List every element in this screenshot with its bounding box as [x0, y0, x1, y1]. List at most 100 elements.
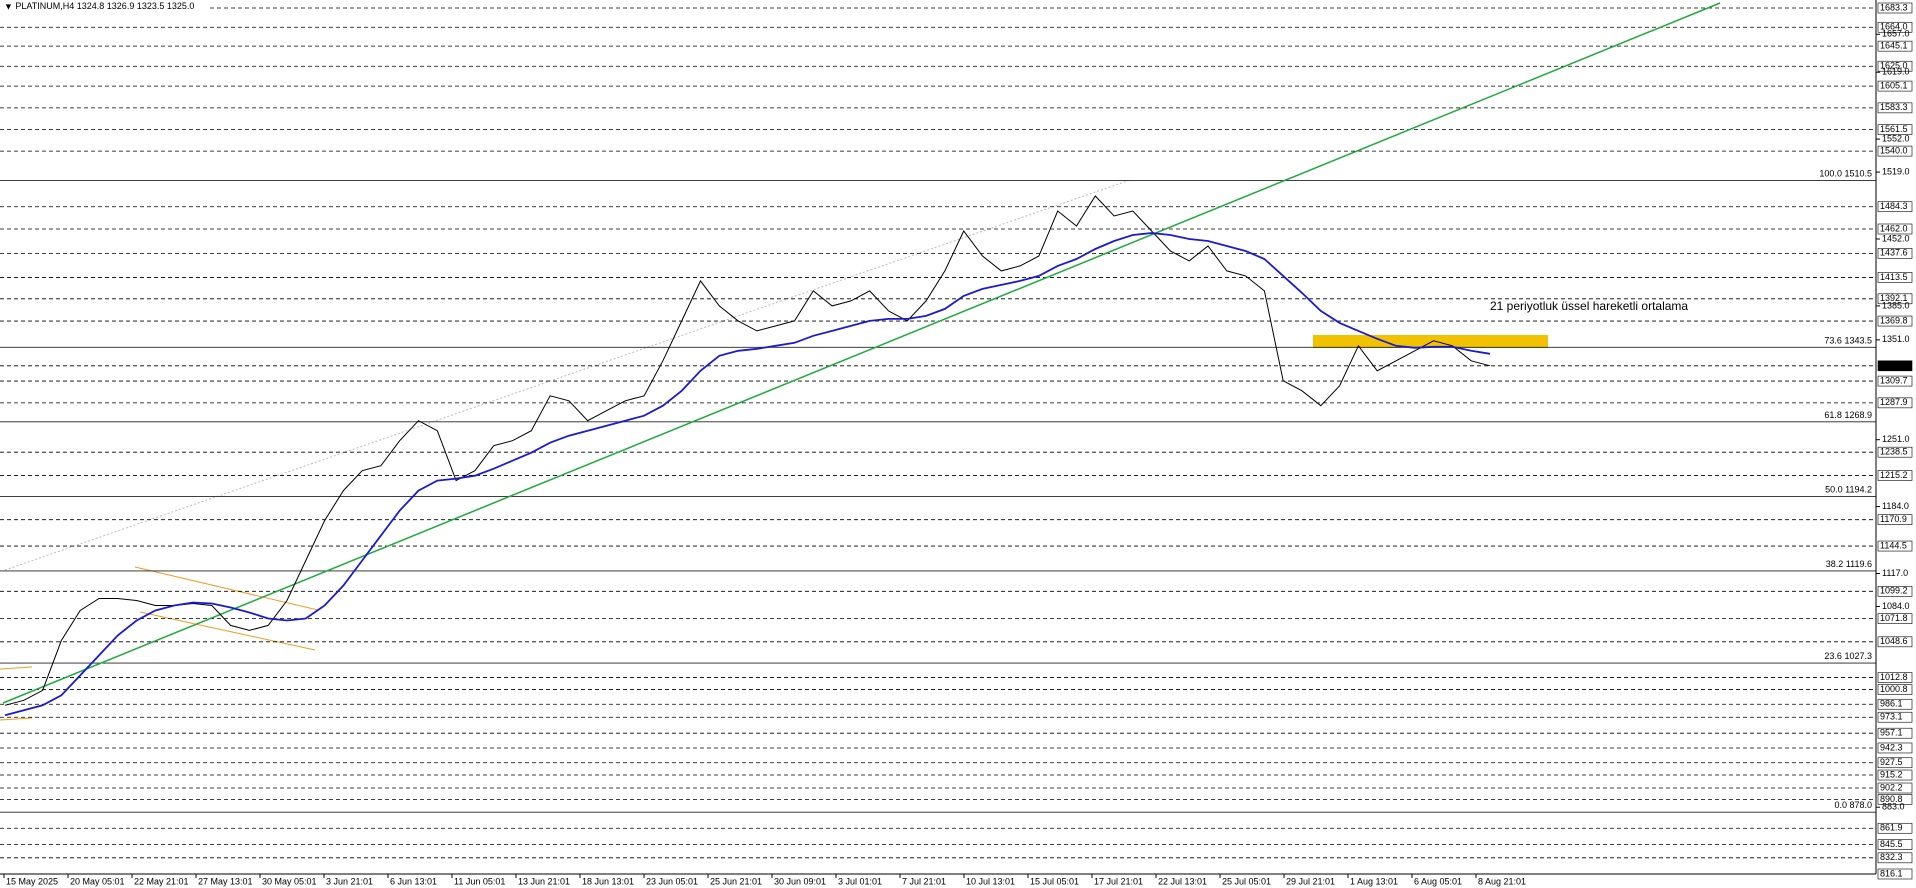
level-label: 1683.3	[1880, 2, 1908, 12]
level-box	[1877, 585, 1913, 597]
x-tick-label: 25 Jun 21:01	[710, 876, 762, 886]
level-box	[1877, 822, 1913, 834]
fib-label: 50.0 1194.2	[1825, 485, 1872, 495]
x-tick-label: 3 Jun 21:01	[326, 876, 373, 886]
fib-label: 0.0 878.0	[1834, 801, 1872, 811]
x-tick-label: 25 Jul 05:01	[1222, 876, 1271, 886]
fib-ratio: 73.6	[1824, 336, 1842, 346]
level-box	[1877, 102, 1913, 114]
level-box	[1877, 868, 1913, 880]
x-tick-label: 22 May 21:01	[134, 876, 189, 886]
level-label: 986.1	[1880, 699, 1903, 709]
level-label: 915.2	[1880, 769, 1903, 779]
level-box	[1877, 21, 1913, 33]
level-box	[1877, 540, 1913, 552]
level-label: 1099.2	[1880, 586, 1908, 596]
level-label: 1484.3	[1880, 201, 1908, 211]
level-box	[1877, 839, 1913, 850]
level-box	[1877, 201, 1913, 213]
x-tick-label: 8 Aug 21:01	[1478, 876, 1526, 886]
level-label: 1413.5	[1880, 272, 1908, 282]
level-label: 1392.1	[1880, 293, 1908, 303]
level-label: 1645.1	[1880, 41, 1908, 51]
fib-label: 38.2 1119.6	[1826, 559, 1872, 569]
y-tick-label: 1251.0	[1882, 434, 1910, 444]
level-label: 1170.9	[1880, 514, 1907, 524]
fib-ratio: 38.2	[1826, 559, 1844, 569]
level-label: 1437.6	[1880, 248, 1908, 258]
fib-label: 23.6 1027.3	[1824, 651, 1872, 661]
x-tick-label: 6 Jun 13:01	[390, 876, 437, 886]
x-tick-label: 17 Jul 21:01	[1094, 876, 1143, 886]
level-label: 942.3	[1880, 742, 1903, 752]
level-box	[1877, 514, 1913, 525]
level-box	[1877, 315, 1913, 327]
level-label: 927.5	[1880, 757, 1903, 767]
level-label: 1287.9	[1880, 397, 1908, 407]
level-box	[1877, 375, 1913, 387]
fib-price: 1268.9	[1844, 410, 1872, 420]
level-box	[1877, 727, 1913, 739]
level-label: 1625.0	[1880, 61, 1908, 71]
level-label: 1561.5	[1880, 124, 1908, 134]
fib-price: 1119.6	[1846, 559, 1872, 569]
fib-label: 100.0 1510.5	[1819, 169, 1872, 179]
x-tick-label: 10 Jul 13:01	[966, 876, 1015, 886]
x-tick-label: 7 Jul 21:01	[902, 876, 946, 886]
level-label: 902.2	[1880, 782, 1903, 792]
level-label: 1012.8	[1880, 672, 1908, 682]
x-tick-label: 18 Jun 13:01	[582, 876, 634, 886]
level-box	[1877, 60, 1913, 72]
y-tick-label: 1385.0	[1882, 300, 1910, 310]
fib-ratio: 100.0	[1819, 169, 1842, 179]
channel-line	[0, 717, 33, 721]
level-box	[1877, 360, 1913, 372]
level-label: 1540.0	[1880, 145, 1908, 155]
level-box	[1877, 80, 1913, 92]
y-tick-label: 1657.0	[1882, 29, 1910, 39]
level-box	[1877, 223, 1913, 235]
channel-line	[134, 566, 319, 611]
level-box	[1877, 636, 1913, 648]
fib-price: 1510.5	[1844, 169, 1872, 179]
header-text: PLATINUM,H4 1324.8 1326.9 1323.5 1325.0	[15, 1, 194, 11]
y-tick-label: 1619.0	[1882, 67, 1910, 77]
x-tick-label: 15 Jul 05:01	[1030, 876, 1079, 886]
level-box	[1877, 397, 1913, 409]
y-tick-label: 1084.0	[1882, 601, 1910, 611]
x-tick-label: 30 May 05:01	[262, 876, 317, 886]
fib-label: 73.6 1343.5	[1824, 336, 1872, 346]
header: ▼ PLATINUM,H4 1324.8 1326.9 1323.5 1325.…	[4, 1, 194, 11]
x-tick-label: 29 Jul 21:01	[1286, 876, 1335, 886]
level-label: 1238.5	[1880, 447, 1908, 457]
y-tick-label: 1519.0	[1882, 166, 1910, 176]
level-label: 1605.1	[1880, 80, 1908, 90]
level-box	[1877, 672, 1913, 683]
level-label: 957.1	[1880, 728, 1903, 738]
level-label: 1664.0	[1880, 22, 1908, 32]
x-tick-label: 20 May 05:01	[70, 876, 125, 886]
level-label: 1000.8	[1880, 684, 1908, 694]
level-box	[1877, 742, 1913, 754]
fib-price: 878.0	[1849, 801, 1872, 811]
x-tick-label: 22 Jul 13:01	[1158, 876, 1207, 886]
level-box	[1877, 613, 1913, 624]
trend-guide	[4, 179, 1131, 571]
fib-price: 1194.2	[1845, 485, 1872, 495]
level-box	[1877, 470, 1913, 481]
level-box	[1877, 124, 1913, 135]
level-label: 1325.0	[1880, 360, 1908, 370]
ema-annotation: 21 periyotluk üssel hareketli ortalama	[1490, 299, 1688, 313]
level-box	[1877, 446, 1913, 458]
channel-line	[0, 666, 33, 670]
level-box	[1877, 782, 1913, 794]
level-box	[1877, 852, 1913, 864]
level-label: 1369.8	[1880, 315, 1908, 325]
level-box	[1877, 698, 1913, 710]
fib-price: 1027.3	[1844, 651, 1872, 661]
fib-ratio: 61.8	[1824, 410, 1842, 420]
level-label: 1309.7	[1880, 375, 1908, 385]
header-box	[0, 0, 210, 13]
